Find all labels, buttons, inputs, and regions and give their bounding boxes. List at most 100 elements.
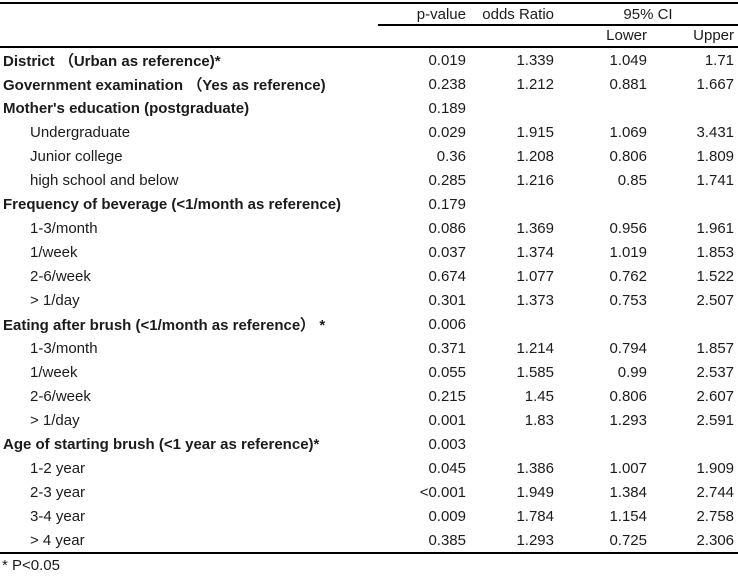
odds-ratio-cell: [470, 96, 558, 120]
header-empty-cell: [390, 24, 470, 48]
odds-ratio-cell: 1.83: [524, 411, 554, 429]
row-label: > 4 year: [0, 528, 390, 554]
p-value-cell: 0.086: [428, 219, 466, 237]
p-value-cell: 0.037: [428, 243, 466, 261]
table-row: 1-2 year 0.045 1.386 1.007 1.909: [0, 456, 738, 480]
col-header-p-value: p-value: [416, 5, 466, 23]
p-value-cell: 0.285: [428, 171, 466, 189]
odds-ratio-cell: 1.949: [516, 483, 554, 501]
ci-upper-cell: 1.857: [696, 339, 735, 357]
ci-lower-cell: 0.881: [609, 75, 647, 93]
row-label: 1-3/month: [30, 339, 98, 357]
table-row: > 4 year 0.385 1.293 0.725 2.306: [0, 528, 738, 554]
row-label: 2-3 year: [30, 483, 86, 501]
ci-lower-cell: 0.806: [609, 147, 647, 165]
row-label: Frequency of beverage (<1/month as refer…: [3, 195, 342, 213]
odds-ratio-cell: 1.214: [516, 339, 554, 357]
odds-ratio-cell: 1.585: [516, 363, 554, 381]
ci-lower-cell: [558, 312, 651, 336]
table-row: high school and below 0.285 1.216 0.85 1.741: [0, 168, 738, 192]
p-value-cell: 0.006: [428, 315, 466, 333]
row-label: 1/week: [30, 243, 78, 261]
p-value-cell: 0.674: [428, 267, 466, 285]
p-value-cell: 0.179: [428, 195, 466, 213]
odds-ratio-cell: 1.915: [516, 123, 554, 141]
ci-lower-cell: 0.762: [609, 267, 647, 285]
ci-upper-cell: 1.71: [704, 51, 735, 69]
row-label: 2-6/week: [30, 267, 91, 285]
ci-lower-cell: 1.069: [609, 123, 647, 141]
ci-lower-cell: 0.725: [558, 528, 651, 554]
row-label: 2-6/week: [30, 387, 91, 405]
odds-ratio-cell: 1.386: [516, 459, 554, 477]
row-label: 1-3/month: [30, 219, 98, 237]
ci-lower-cell: 1.154: [609, 507, 647, 525]
row-label: Age of starting brush (<1 year as refere…: [3, 435, 320, 453]
p-value-cell: 0.301: [428, 291, 466, 309]
table-row: 2-3 year <0.001 1.949 1.384 2.744: [0, 480, 738, 504]
p-value-cell: 0.001: [428, 411, 466, 429]
header-empty-cell: [470, 24, 558, 48]
p-value-cell: 0.371: [428, 339, 466, 357]
p-value-cell: 0.009: [428, 507, 466, 525]
table-row: > 1/day 0.001 1.83 1.293 2.591: [0, 408, 738, 432]
table-body: District （Urban as reference)* 0.019 1.339…: [0, 47, 738, 554]
header-row-ci-bounds: Lower Upper: [0, 24, 738, 48]
table-row: Undergraduate 0.029 1.915 1.069 3.431: [0, 120, 738, 144]
row-label: > 1/day: [30, 291, 80, 309]
row-label: high school and below: [30, 171, 179, 189]
p-value-cell: 0.189: [428, 99, 466, 117]
header-empty-cell: [0, 3, 390, 24]
col-header-ci-lower: Lower: [558, 24, 651, 48]
row-label: District （Urban as reference)*: [3, 52, 221, 70]
ci-lower-cell: [558, 432, 651, 456]
odds-ratio-cell: 1.216: [516, 171, 554, 189]
odds-ratio-cell: 1.45: [524, 387, 554, 405]
ci-upper-cell: [651, 192, 738, 216]
row-label: Undergraduate: [30, 123, 131, 141]
row-label: Eating after brush (<1/month as referenc…: [3, 316, 326, 334]
header-underline-rule: [378, 24, 738, 26]
table-row: Frequency of beverage (<1/month as refer…: [0, 192, 738, 216]
ci-upper-cell: 2.591: [696, 411, 735, 429]
ci-upper-cell: 2.306: [651, 528, 738, 554]
ci-lower-cell: 0.956: [609, 219, 647, 237]
p-value-cell: 0.029: [428, 123, 466, 141]
p-value-cell: 0.215: [428, 387, 466, 405]
ci-upper-cell: 2.507: [696, 291, 735, 309]
ci-upper-cell: 1.741: [696, 171, 735, 189]
table-row: > 1/day 0.301 1.373 0.753 2.507: [0, 288, 738, 312]
table-row: 2-6/week 0.674 1.077 0.762 1.522: [0, 264, 738, 288]
row-label: 1-2 year: [30, 459, 86, 477]
odds-ratio-cell: 1.784: [516, 507, 554, 525]
ci-lower-cell: 0.753: [609, 291, 647, 309]
ci-lower-cell: 1.293: [609, 411, 647, 429]
odds-ratio-cell: [470, 192, 558, 216]
header-empty-cell: [0, 24, 390, 48]
odds-ratio-cell: 1.373: [516, 291, 554, 309]
table-row: Age of starting brush (<1 year as refere…: [0, 432, 738, 456]
table-row: District （Urban as reference)* 0.019 1.339…: [0, 47, 738, 72]
ci-lower-cell: 1.007: [609, 459, 647, 477]
table-row: Junior college 0.36 1.208 0.806 1.809: [0, 144, 738, 168]
ci-lower-cell: [558, 192, 651, 216]
p-value-cell: 0.045: [428, 459, 466, 477]
significance-footnote: * P<0.05: [2, 557, 60, 574]
p-value-cell: 0.055: [428, 363, 466, 381]
odds-ratio-cell: 1.369: [516, 219, 554, 237]
odds-ratio-table: p-value odds Ratio 95% CI Lower Upper Di…: [0, 2, 738, 554]
ci-upper-cell: 1.961: [696, 219, 735, 237]
ci-upper-cell: 1.909: [696, 459, 735, 477]
ci-lower-cell: 1.049: [609, 51, 647, 69]
odds-ratio-cell: 1.374: [516, 243, 554, 261]
p-value-cell: 0.238: [428, 75, 466, 93]
odds-ratio-cell: [470, 432, 558, 456]
odds-ratio-cell: 1.208: [516, 147, 554, 165]
ci-upper-cell: [651, 312, 738, 336]
table-row: Eating after brush (<1/month as referenc…: [0, 312, 738, 336]
table-row: Government examination （Yes as reference…: [0, 72, 738, 96]
table-row: 3-4 year 0.009 1.784 1.154 2.758: [0, 504, 738, 528]
table-row: 2-6/week 0.215 1.45 0.806 2.607: [0, 384, 738, 408]
p-value-cell: 0.385: [390, 528, 470, 554]
ci-lower-cell: 0.85: [617, 171, 647, 189]
